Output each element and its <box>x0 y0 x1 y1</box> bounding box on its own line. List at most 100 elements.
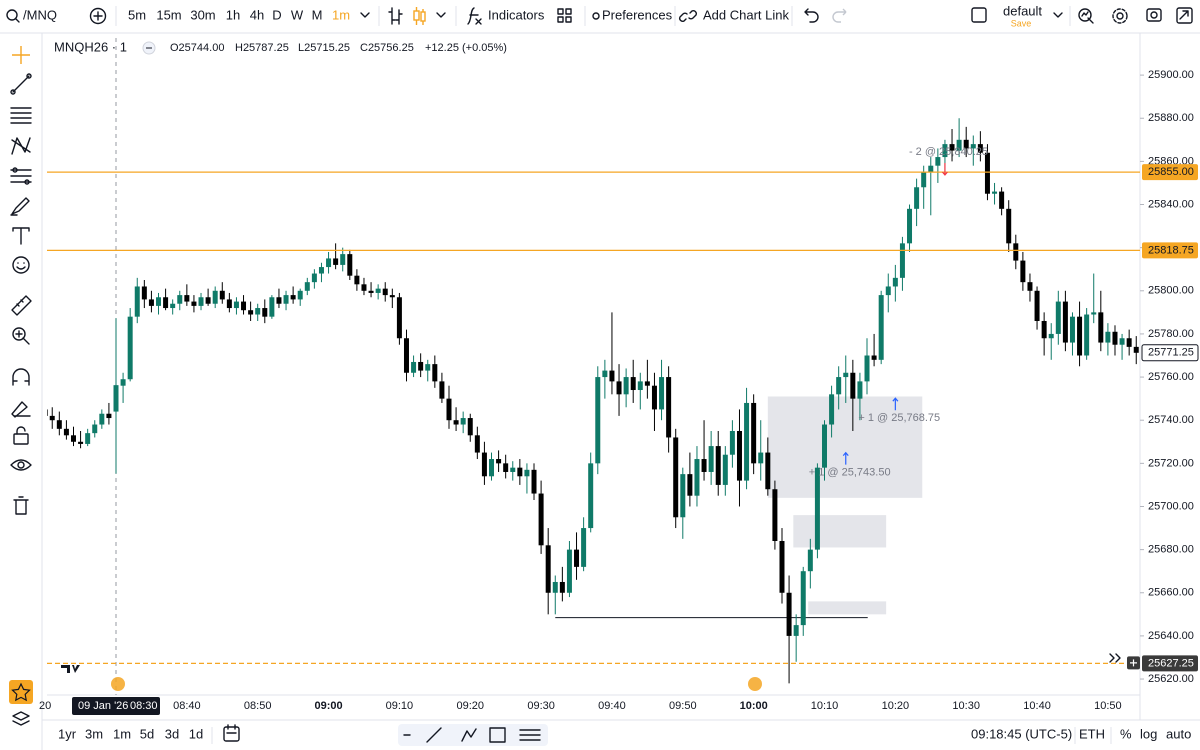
candle-body <box>489 459 495 477</box>
interval-button[interactable]: 1h <box>226 7 240 22</box>
interval-button[interactable]: 15m <box>156 7 181 22</box>
candle-body <box>432 364 438 382</box>
range-button[interactable]: 3m <box>85 726 103 741</box>
search-icon[interactable] <box>6 9 18 21</box>
candle-body <box>56 420 62 429</box>
fib-tool[interactable] <box>10 107 32 124</box>
fullscreen-icon[interactable] <box>1176 7 1193 24</box>
preferences-button[interactable]: Preferences <box>602 7 673 22</box>
x-tick-label: 08:50 <box>244 700 272 712</box>
candle-body <box>460 418 466 425</box>
interval-button[interactable]: D <box>272 7 281 22</box>
candle-body <box>942 144 948 158</box>
candle-body <box>574 549 580 567</box>
bar-style-icon[interactable] <box>388 7 403 25</box>
range-button[interactable]: 1d <box>189 726 203 741</box>
crosshair-tool[interactable] <box>12 46 30 64</box>
y-tick-label: 25660.00 <box>1148 587 1194 599</box>
interval-button[interactable]: W <box>291 7 304 22</box>
object-tree[interactable] <box>12 711 30 726</box>
candle-body <box>1041 320 1047 339</box>
candle-body <box>701 459 707 472</box>
zoom-tool[interactable] <box>12 327 26 341</box>
candle-body <box>786 592 792 636</box>
favorites-button[interactable] <box>9 680 33 704</box>
undo[interactable] <box>804 8 819 23</box>
indicators-icon[interactable] <box>467 7 482 25</box>
candle-body <box>878 295 884 360</box>
delete-tool[interactable] <box>13 496 29 515</box>
candle-body <box>892 277 898 287</box>
x-tick-label: 10:30 <box>952 700 980 712</box>
candle-body <box>1091 312 1097 315</box>
left-toolbar <box>9 33 43 750</box>
candle-body <box>779 540 785 593</box>
event-marker[interactable] <box>111 677 125 691</box>
candle-body <box>297 290 303 300</box>
magnet-tool[interactable] <box>12 368 30 386</box>
range-button[interactable]: 3d <box>165 726 179 741</box>
measure-tool[interactable] <box>11 295 32 316</box>
chart-legend: MNQH26 · 1 O25744.00 H25787.25 L25715.25… <box>54 39 507 55</box>
emoji-tool[interactable] <box>12 256 30 274</box>
trade-label: + 1 @ 25,743.50 <box>809 467 891 479</box>
settings-icon[interactable] <box>1112 8 1128 24</box>
candle-style-icon[interactable] <box>413 7 426 25</box>
add-chart-link-button[interactable]: Add Chart Link <box>703 7 789 22</box>
candle-body <box>765 452 771 490</box>
interval-button[interactable]: 5m <box>128 7 146 22</box>
candle-body <box>340 254 346 265</box>
visibility-tool[interactable] <box>10 459 32 471</box>
save-label[interactable]: Save <box>1011 18 1032 28</box>
tv-logo <box>61 665 80 673</box>
auto-toggle[interactable]: auto <box>1166 726 1191 741</box>
draw-mode-tool[interactable] <box>11 401 31 418</box>
interval-button[interactable]: 30m <box>190 7 215 22</box>
layout-icon[interactable] <box>971 7 987 23</box>
symbol[interactable]: /MNQ <box>23 7 57 22</box>
text-tool[interactable] <box>12 227 30 245</box>
indicators-button[interactable]: Indicators <box>488 7 545 22</box>
candle-body <box>333 258 339 265</box>
session[interactable]: ETH <box>1079 726 1105 741</box>
range-button[interactable]: 1yr <box>58 726 77 741</box>
alerts-icon[interactable] <box>1078 8 1094 24</box>
candle-body <box>177 295 183 304</box>
percent-toggle[interactable]: % <box>1120 726 1132 741</box>
candle-body <box>708 446 714 472</box>
x-tick-label: 10:40 <box>1023 700 1051 712</box>
redo[interactable] <box>832 8 847 23</box>
templates-icon[interactable] <box>557 8 572 23</box>
legend-symbol: MNQH26 · 1 <box>54 39 127 54</box>
candle-body <box>992 191 998 194</box>
trendline-tool[interactable] <box>12 75 30 93</box>
candle-body <box>361 284 367 291</box>
goto-date[interactable] <box>223 726 240 742</box>
candle-body <box>78 441 84 444</box>
log-toggle[interactable]: log <box>1140 726 1157 741</box>
add-symbol[interactable] <box>89 7 107 25</box>
range-button[interactable]: 1m <box>113 726 131 741</box>
projection-tool[interactable] <box>10 169 32 183</box>
interval-button[interactable]: M <box>312 7 323 22</box>
candle-body <box>524 469 530 477</box>
scroll-right[interactable] <box>1109 653 1121 663</box>
candle-body <box>170 303 176 309</box>
camera-icon[interactable] <box>1146 8 1162 22</box>
price-level-label: 25627.25 <box>1148 657 1194 669</box>
candle-body <box>1034 290 1040 321</box>
candle-body <box>226 299 232 309</box>
pattern-tool[interactable] <box>11 137 31 155</box>
candle-body <box>205 297 211 304</box>
brush-tool[interactable] <box>10 197 30 216</box>
event-marker[interactable] <box>748 677 762 691</box>
interval-button[interactable]: 4h <box>250 7 264 22</box>
range-button[interactable]: 5d <box>140 726 154 741</box>
layout-name[interactable]: default <box>1003 3 1042 18</box>
candle-body <box>1119 338 1125 345</box>
zone <box>793 515 887 548</box>
lock-tool[interactable] <box>13 433 29 445</box>
candle-body <box>843 372 849 378</box>
interval-button[interactable]: 1m <box>332 7 350 22</box>
candle-body <box>1133 346 1139 353</box>
